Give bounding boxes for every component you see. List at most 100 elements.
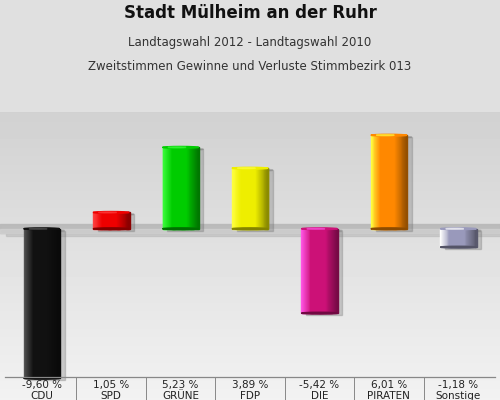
Bar xyxy=(371,135,372,229)
Bar xyxy=(313,229,314,313)
Bar xyxy=(462,229,463,247)
Bar xyxy=(50,229,51,378)
Bar xyxy=(471,229,472,247)
Bar xyxy=(392,135,394,229)
Bar xyxy=(399,135,400,229)
Bar xyxy=(332,229,334,313)
Bar xyxy=(252,168,253,229)
Bar xyxy=(162,147,164,229)
Ellipse shape xyxy=(168,148,203,150)
Bar xyxy=(188,147,190,229)
Bar xyxy=(372,135,374,229)
Text: PIRATEN: PIRATEN xyxy=(368,391,410,400)
Bar xyxy=(106,212,108,229)
Ellipse shape xyxy=(302,312,338,314)
Bar xyxy=(322,229,324,313)
Bar xyxy=(316,229,318,313)
Bar xyxy=(234,168,235,229)
Bar xyxy=(110,212,112,229)
Bar xyxy=(179,147,180,229)
Bar xyxy=(456,229,458,247)
Bar xyxy=(42,229,43,378)
Bar xyxy=(468,229,469,247)
Bar xyxy=(374,135,376,229)
Bar xyxy=(180,147,182,229)
Bar xyxy=(405,135,406,229)
Bar xyxy=(374,135,375,229)
Bar xyxy=(197,147,198,229)
Bar xyxy=(267,168,268,229)
Bar xyxy=(249,168,250,229)
Bar xyxy=(244,168,245,229)
Bar xyxy=(452,229,454,247)
Bar xyxy=(104,212,105,229)
Bar xyxy=(335,229,336,313)
Bar xyxy=(121,212,122,229)
Bar xyxy=(400,135,402,229)
Bar xyxy=(108,212,109,229)
Bar xyxy=(30,229,31,378)
Bar xyxy=(98,212,100,229)
Bar xyxy=(237,170,273,231)
Bar xyxy=(112,212,114,229)
Bar xyxy=(246,168,248,229)
Bar xyxy=(326,229,327,313)
Ellipse shape xyxy=(232,228,268,230)
Bar xyxy=(254,168,256,229)
Bar xyxy=(445,231,481,249)
Bar xyxy=(384,135,386,229)
Bar xyxy=(382,135,384,229)
Ellipse shape xyxy=(445,230,481,232)
Bar xyxy=(406,135,407,229)
Bar xyxy=(26,229,28,378)
Bar xyxy=(251,168,252,229)
Bar xyxy=(234,168,236,229)
Bar xyxy=(262,168,264,229)
Bar xyxy=(264,168,265,229)
Bar xyxy=(396,135,398,229)
Bar xyxy=(119,212,120,229)
Bar xyxy=(185,147,186,229)
Bar xyxy=(304,229,306,313)
Ellipse shape xyxy=(238,168,256,169)
Bar xyxy=(28,229,29,378)
Bar xyxy=(190,147,192,229)
Bar xyxy=(57,229,58,378)
Bar xyxy=(448,229,450,247)
Bar xyxy=(454,229,456,247)
Bar xyxy=(459,229,460,247)
Bar xyxy=(32,229,33,378)
Bar xyxy=(470,229,472,247)
Bar xyxy=(100,212,102,229)
Bar xyxy=(469,229,470,247)
Bar xyxy=(174,147,176,229)
Bar xyxy=(195,147,196,229)
Bar xyxy=(232,168,233,229)
Bar xyxy=(461,229,462,247)
Bar xyxy=(336,229,337,313)
Bar xyxy=(244,168,246,229)
Bar xyxy=(248,168,250,229)
Bar xyxy=(266,168,268,229)
Bar xyxy=(169,147,170,229)
Text: 6,01 %: 6,01 % xyxy=(371,380,407,390)
Bar xyxy=(188,147,189,229)
Bar xyxy=(128,212,130,229)
Bar xyxy=(252,168,254,229)
Bar xyxy=(318,229,319,313)
Bar xyxy=(372,135,373,229)
Text: 3,89 %: 3,89 % xyxy=(232,380,268,390)
Bar xyxy=(6,233,500,236)
Bar xyxy=(390,135,392,229)
Bar xyxy=(331,229,332,313)
Bar xyxy=(380,135,381,229)
Bar xyxy=(243,168,244,229)
Bar xyxy=(111,212,112,229)
Bar xyxy=(28,231,64,380)
Bar xyxy=(397,135,398,229)
Bar xyxy=(377,135,378,229)
Bar xyxy=(24,229,25,378)
Ellipse shape xyxy=(24,377,60,379)
Bar xyxy=(101,212,102,229)
Bar xyxy=(446,229,448,247)
